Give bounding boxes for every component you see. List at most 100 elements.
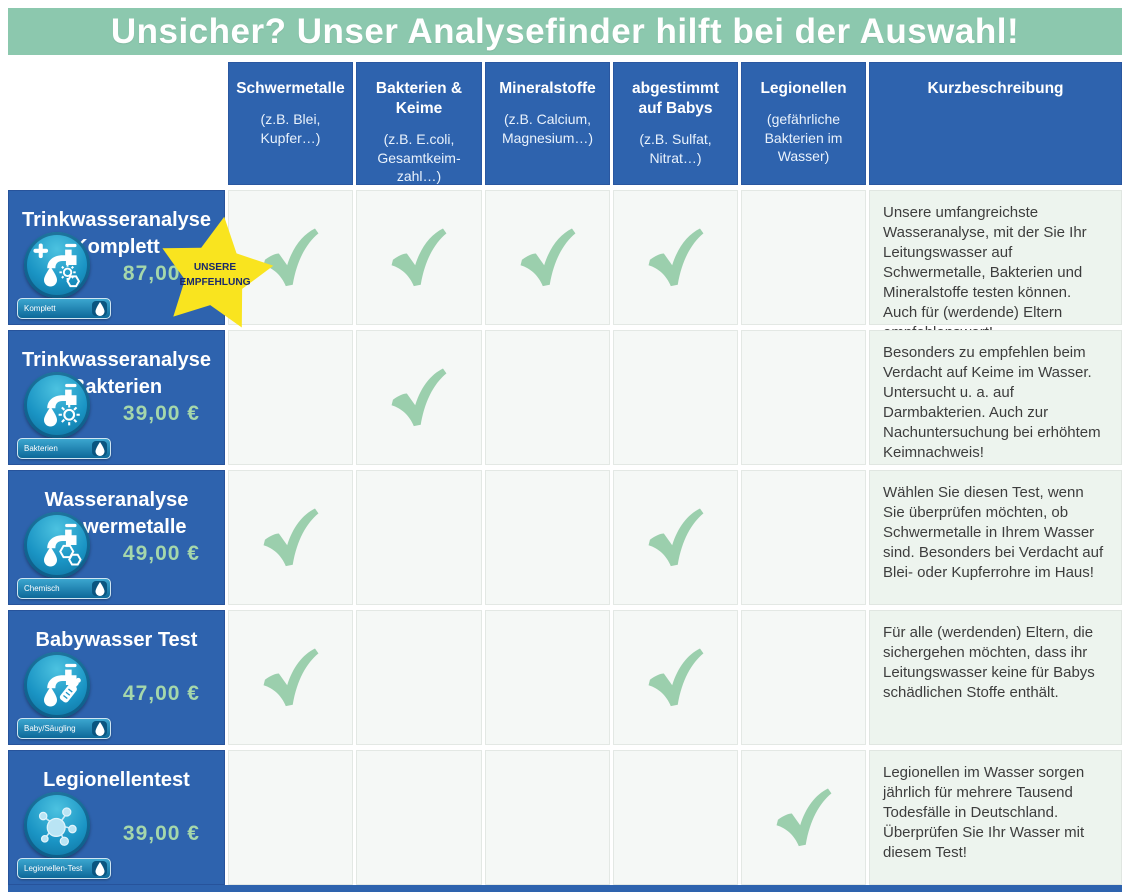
checkmark-icon xyxy=(520,227,575,286)
product-name: Babywasser Test xyxy=(35,629,198,651)
badge-ribbon-label: Baby/Säugling xyxy=(24,724,76,733)
star-line-2: EMPFEHLUNG xyxy=(179,277,250,288)
check-cell xyxy=(613,470,738,605)
check-cell xyxy=(485,610,610,745)
column-title: Mineralstoffe xyxy=(499,80,596,97)
column-header-bakterien-keime: Bakterien & Keime (z.B. E.coli, Gesamtke… xyxy=(356,62,482,185)
column-header-mineralstoffe: Mineralstoffe (z.B. Calcium, Magnesium…) xyxy=(485,62,610,185)
chemical-analysis-icon xyxy=(24,512,90,578)
check-cell xyxy=(485,470,610,605)
column-header-kurzbeschreibung: Kurzbeschreibung xyxy=(869,62,1122,185)
product-tile-komplett[interactable]: Trinkwasseranalyse Komplett 87,00 € xyxy=(8,190,274,328)
bacteria-analysis-icon xyxy=(24,372,90,438)
badge-ribbon: Legionellen-Test xyxy=(17,858,111,879)
product-description: Besonders zu empfehlen beim Verdacht auf… xyxy=(869,330,1122,465)
comparison-table: Schwermetalle (z.B. Blei, Kupfer…) Bakte… xyxy=(8,62,1122,885)
corner-spacer xyxy=(8,62,225,185)
column-title: Schwermetalle xyxy=(236,80,345,97)
product-name: Trinkwasseranalyse Bakterien xyxy=(21,349,211,398)
droplet-icon xyxy=(92,861,107,876)
droplet-icon xyxy=(92,301,107,316)
column-title: Legionellen xyxy=(760,80,847,97)
column-subtitle: (z.B. Sulfat, Nitrat…) xyxy=(639,131,712,166)
check-cell xyxy=(741,190,866,325)
check-cell xyxy=(228,470,353,605)
check-cell xyxy=(228,610,353,745)
check-cell xyxy=(741,750,866,885)
check-cell xyxy=(228,750,353,885)
column-header-legionellen: Legionellen (gefährliche Bakterien im Wa… xyxy=(741,62,866,185)
product-badge: Chemisch xyxy=(17,512,111,599)
product-badge: Bakterien xyxy=(17,372,111,459)
product-tile-schwermetalle[interactable]: Wasseranalyse Schwermetalle 49,00 € Chem… xyxy=(8,470,225,605)
product-description: Wählen Sie diesen Test, wenn Sie überprü… xyxy=(869,470,1122,605)
product-price: 39,00 € xyxy=(122,402,200,425)
column-header-babys: abgestimmt auf Babys (z.B. Sulfat, Nitra… xyxy=(613,62,738,185)
product-name: Trinkwasseranalyse Komplett xyxy=(21,209,211,258)
checkmark-icon xyxy=(648,647,703,706)
check-cell xyxy=(613,190,738,325)
check-cell xyxy=(741,330,866,465)
badge-ribbon-label: Bakterien xyxy=(24,444,58,453)
column-title: Kurzbeschreibung xyxy=(927,80,1064,97)
check-cell xyxy=(741,470,866,605)
product-tile-bakterien[interactable]: Trinkwasseranalyse Bakterien 39,00 € Bak… xyxy=(8,330,225,465)
badge-ribbon-label: Chemisch xyxy=(24,584,60,593)
baby-water-icon xyxy=(24,652,90,718)
star-line-1: UNSERE xyxy=(194,262,237,273)
komplett-analysis-icon xyxy=(24,232,90,298)
column-title: abgestimmt auf Babys xyxy=(632,80,719,118)
badge-ribbon: Komplett xyxy=(17,298,111,319)
banner: Unsicher? Unser Analysefinder hilft bei … xyxy=(8,8,1122,55)
column-subtitle: (z.B. E.coli, Gesamtkeim-zahl…) xyxy=(377,131,461,185)
check-cell xyxy=(485,330,610,465)
checkmark-icon xyxy=(391,367,447,426)
column-subtitle: (z.B. Blei, Kupfer…) xyxy=(260,111,321,146)
droplet-icon xyxy=(92,441,107,456)
column-subtitle: (gefährliche Bakterien im Wasser) xyxy=(764,111,843,165)
check-cell xyxy=(356,330,482,465)
product-description: Unsere umfangreichste Wasseranalyse, mit… xyxy=(869,190,1122,341)
product-badge: Baby/Säugling xyxy=(17,652,111,739)
product-tile-legionellen[interactable]: Legionellentest 39,00 € xyxy=(8,750,225,885)
checkmark-icon xyxy=(648,227,703,286)
badge-ribbon-label: Legionellen-Test xyxy=(24,864,83,873)
check-cell xyxy=(356,750,482,885)
product-price: 49,00 € xyxy=(122,542,200,565)
checkmark-icon xyxy=(391,227,447,286)
badge-ribbon: Chemisch xyxy=(17,578,111,599)
badge-ribbon: Bakterien xyxy=(17,438,111,459)
product-badge: Komplett xyxy=(17,232,111,319)
product-badge: Legionellen-Test xyxy=(17,792,111,879)
banner-title: Unsicher? Unser Analysefinder hilft bei … xyxy=(110,11,1020,51)
droplet-icon xyxy=(92,721,107,736)
product-tile-babywasser[interactable]: Babywasser Test 47,00 € Baby/ xyxy=(8,610,225,745)
recommendation-star-badge: UNSERE EMPFEHLUNG xyxy=(162,216,274,328)
checkmark-icon xyxy=(263,647,318,706)
check-cell xyxy=(228,330,353,465)
check-cell xyxy=(613,750,738,885)
check-cell xyxy=(613,610,738,745)
check-cell xyxy=(485,190,610,325)
checkmark-icon xyxy=(776,787,831,846)
product-description: Legionellen im Wasser sorgen jährlich fü… xyxy=(869,750,1122,885)
check-cell xyxy=(485,750,610,885)
column-header-schwermetalle: Schwermetalle (z.B. Blei, Kupfer…) xyxy=(228,62,353,185)
badge-ribbon-label: Komplett xyxy=(24,304,56,313)
checkmark-icon xyxy=(263,507,318,566)
product-name: Legionellentest xyxy=(43,769,190,791)
droplet-icon xyxy=(92,581,107,596)
column-title: Bakterien & Keime xyxy=(375,80,463,118)
check-cell xyxy=(356,470,482,605)
badge-ribbon: Baby/Säugling xyxy=(17,718,111,739)
legionella-icon xyxy=(24,792,90,858)
check-cell xyxy=(356,190,482,325)
check-cell xyxy=(613,330,738,465)
column-subtitle: (z.B. Calcium, Magnesium…) xyxy=(501,111,594,146)
bottom-accent-bar xyxy=(8,885,1122,892)
product-price: 39,00 € xyxy=(122,822,200,845)
check-cell xyxy=(356,610,482,745)
product-description: Für alle (werdenden) Eltern, die sicherg… xyxy=(869,610,1122,745)
check-cell xyxy=(741,610,866,745)
